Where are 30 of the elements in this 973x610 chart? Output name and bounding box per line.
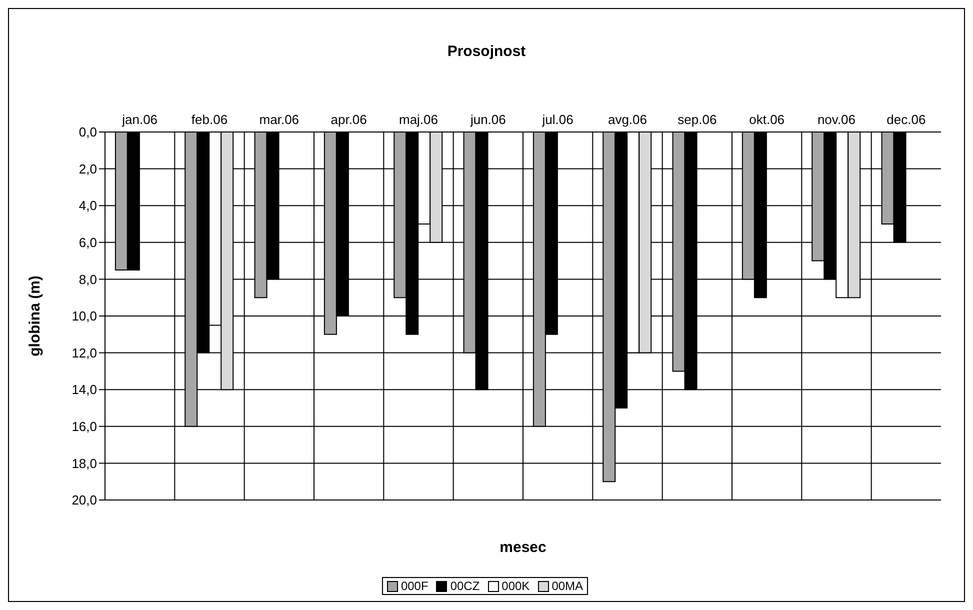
x-tick-label: maj.06 [398,112,438,127]
y-tick-label: 14,0 [72,382,97,398]
y-tick-label: 12,0 [72,345,97,360]
x-tick-label: jan.06 [121,112,158,127]
legend-label: 00MA [550,579,584,593]
x-tick-label: dec.06 [886,112,926,127]
y-tick-label: 0,0 [78,124,97,140]
x-tick-label: jul.06 [541,112,574,127]
y-tick-label: 18,0 [72,456,97,471]
x-tick-label: jun.06 [469,112,506,127]
y-tick-label: 4,0 [78,198,97,214]
x-tick-label: avg.06 [608,112,648,127]
y-axis-title: globina (m) [26,276,44,356]
legend-label: 000K [500,579,530,593]
x-tick-label: sep.06 [678,112,717,127]
y-tick-label: 16,0 [72,419,97,434]
y-tick-label: 6,0 [78,235,97,250]
x-tick-label: feb.06 [191,112,228,127]
x-tick-label: apr.06 [330,112,367,127]
x-tick-label: nov.06 [817,112,856,127]
y-tick-label: 8,0 [78,272,97,287]
legend-label: 000F [400,579,428,593]
x-tick-label: mar.06 [259,112,300,127]
x-tick-label: okt.06 [749,112,785,127]
legend-label: 00CZ [449,579,480,593]
y-tick-label: 20,0 [72,492,97,508]
chart-title: Prosojnost [446,43,527,60]
y-tick-label: 10,0 [72,308,97,324]
y-tick-label: 2,0 [78,161,97,176]
x-axis-title: mesec [498,539,548,556]
